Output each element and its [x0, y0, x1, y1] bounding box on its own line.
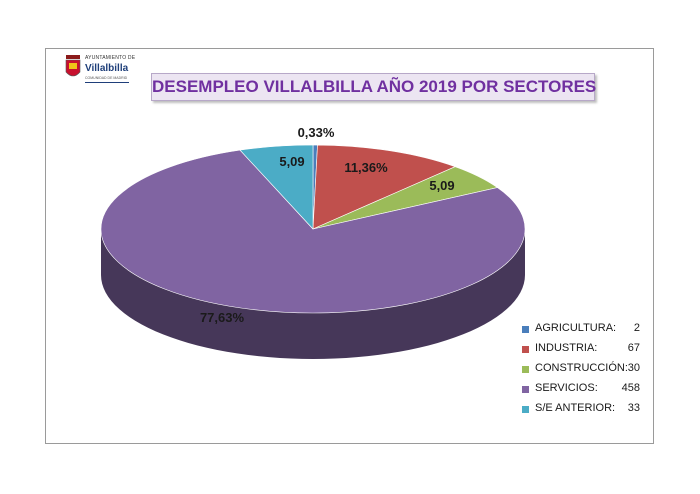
legend-label: S/E ANTERIOR:	[535, 402, 616, 414]
legend-swatch	[522, 366, 529, 373]
pie-slice-4	[100, 149, 526, 314]
data-label: 0,33%	[298, 125, 335, 140]
logo-name: Villalbilla	[85, 63, 129, 74]
legend-item-se-anterior: S/E ANTERIOR: 33	[522, 400, 647, 420]
legend: AGRICULTURA: 2 INDUSTRIA: 67 CONSTRUCCIÓ…	[522, 320, 647, 420]
pie-side	[101, 229, 525, 359]
legend-item-servicios: SERVICIOS: 458	[522, 380, 647, 400]
legend-value: 30	[627, 362, 640, 374]
pie-slice-5	[239, 144, 314, 230]
legend-label: INDUSTRIA:	[535, 342, 598, 354]
legend-label: AGRICULTURA:	[535, 322, 617, 334]
pie-slice-2	[312, 144, 456, 230]
data-label: 5,09	[429, 178, 454, 193]
legend-label: SERVICIOS:	[535, 382, 598, 394]
logo-small-text: AYUNTAMIENTO DE	[85, 55, 136, 61]
legend-item-agricultura: AGRICULTURA: 2	[522, 320, 647, 340]
legend-swatch	[522, 386, 529, 393]
legend-label: CONSTRUCCIÓN:	[535, 362, 628, 374]
data-label: 77,63%	[200, 310, 245, 325]
legend-value: 458	[621, 382, 640, 394]
legend-swatch	[522, 346, 529, 353]
pie-side-segment	[101, 229, 525, 359]
legend-swatch	[522, 326, 529, 333]
legend-item-construccion: CONSTRUCCIÓN: 30	[522, 360, 647, 380]
legend-value: 2	[633, 322, 640, 334]
data-label: 5,09	[279, 154, 304, 169]
legend-value: 33	[627, 402, 640, 414]
logo-underline	[85, 82, 129, 83]
legend-swatch	[522, 406, 529, 413]
legend-value: 67	[627, 342, 640, 354]
coat-of-arms-icon	[65, 55, 81, 77]
legend-item-industria: INDUSTRIA: 67	[522, 340, 647, 360]
chart-title: DESEMPLEO VILLALBILLA AÑO 2019 POR SECTO…	[151, 73, 596, 101]
data-label: 11,36%	[344, 160, 388, 175]
logo-subtext: COMUNIDAD DE MADRID	[85, 76, 128, 80]
